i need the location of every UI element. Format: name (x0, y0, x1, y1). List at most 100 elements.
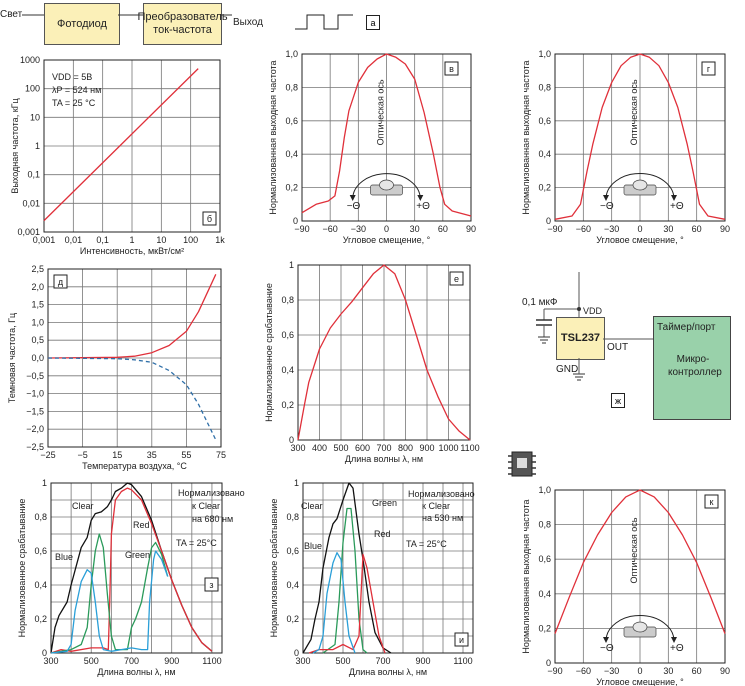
x-tick-label: 700 (375, 656, 390, 666)
x-tick-label: −30 (604, 666, 619, 676)
out-label: OUT (607, 342, 629, 353)
y-tick-label: 0,6 (538, 116, 551, 126)
y-axis-label: Нормализованная выходная частота (521, 60, 531, 214)
x-tick-label: −30 (604, 224, 619, 234)
y-tick-label: 0,8 (538, 82, 551, 92)
annotation: к Clear (422, 501, 450, 511)
chip-die-icon (517, 458, 527, 468)
timer-port-label: Таймер/порт (657, 322, 716, 333)
y-tick-label: 1,0 (538, 49, 551, 59)
y-axis-label: Нормализованное срабатывание (17, 499, 27, 638)
capacitor-label: 0,1 мкФ (522, 297, 558, 308)
temperature-note: TA = 25°C (406, 539, 447, 549)
x-tick-label: −25 (40, 450, 55, 460)
panel-letter-box (53, 274, 68, 289)
series-line-min (47, 357, 217, 441)
gnd-label: GND (556, 364, 579, 375)
panel-letter: б (207, 214, 212, 224)
y-tick-label: 0,4 (286, 580, 299, 590)
y-axis-label: Нормализованное срабатывание (264, 283, 274, 422)
panel-letter-box (449, 271, 464, 286)
series-line-clear (302, 482, 392, 654)
plus-theta-label: +Θ (416, 201, 430, 212)
plus-theta-label: +Θ (670, 643, 684, 654)
y-tick-label: 0,4 (281, 365, 294, 375)
panel-letter-a: а (366, 15, 380, 30)
annotation: на 530 нм (422, 513, 463, 523)
y-tick-label: 0,2 (34, 614, 47, 624)
minus-theta-label: −Θ (600, 201, 614, 212)
y-tick-label: −2,5 (26, 442, 44, 452)
x-tick-label: 90 (720, 666, 730, 676)
series-label-blue: Blue (55, 552, 73, 562)
panel-letter-box (202, 211, 217, 226)
y-tick-label: 0 (293, 216, 298, 226)
x-tick-label: −30 (351, 224, 366, 234)
y-tick-label: 0,4 (285, 149, 298, 159)
optical-axis-label: Оптическая ось (629, 79, 639, 145)
x-axis-label: Длина волны λ, нм (349, 667, 427, 677)
x-tick-label: 900 (415, 656, 430, 666)
y-tick-label: 0,2 (285, 183, 298, 193)
y-tick-label: −2,0 (26, 424, 44, 434)
panel-letter-box (454, 632, 469, 647)
y-tick-label: 0 (546, 658, 551, 668)
x-tick-label: 900 (419, 443, 434, 453)
y-tick-label: 0,8 (281, 295, 294, 305)
optical-axis-label: Оптическая ось (629, 517, 639, 583)
series-line-green (322, 507, 368, 654)
y-tick-label: 0,8 (34, 512, 47, 522)
x-tick-label: 60 (438, 224, 448, 234)
x-tick-label: 0,01 (65, 235, 83, 245)
x-tick-label: 90 (720, 224, 730, 234)
y-tick-label: −1,0 (26, 389, 44, 399)
x-tick-label: 300 (43, 656, 58, 666)
x-tick-label: 55 (181, 450, 191, 460)
x-tick-label: 500 (335, 656, 350, 666)
x-axis-label: Угловое смещение, ° (596, 677, 684, 686)
y-tick-label: −0,5 (26, 371, 44, 381)
panel-letter: з (209, 580, 213, 590)
panel-letter-box (204, 577, 219, 592)
x-tick-label: 90 (466, 224, 476, 234)
square-wave-icon (295, 14, 353, 30)
y-tick-label: 1,0 (538, 485, 551, 495)
panel-letter: д (58, 277, 64, 287)
y-tick-label: 0,6 (34, 546, 47, 556)
x-tick-label: 75 (216, 450, 226, 460)
optical-axis-label: Оптическая ось (376, 79, 386, 145)
y-tick-label: 0,4 (538, 149, 551, 159)
y-tick-label: 1 (42, 478, 47, 488)
series-line-red (308, 553, 386, 654)
series-label-blue: Blue (304, 541, 322, 551)
y-tick-label: 1 (289, 260, 294, 270)
x-tick-label: 1100 (453, 656, 472, 666)
x-tick-label: 500 (84, 656, 99, 666)
x-tick-label: −90 (294, 224, 309, 234)
x-tick-label: −60 (323, 224, 338, 234)
y-tick-label: 0 (289, 435, 294, 445)
y-tick-label: 0,2 (286, 614, 299, 624)
x-axis-label: Температура воздуха, °C (82, 461, 187, 471)
temperature-note: TA = 25°C (176, 538, 217, 548)
y-axis-label: Выходная частота, кГц (10, 98, 20, 193)
minus-theta-label: −Θ (600, 643, 614, 654)
plus-theta-label: +Θ (670, 201, 684, 212)
y-tick-label: 1,0 (285, 49, 298, 59)
x-tick-label: 60 (692, 224, 702, 234)
output-label: Выход (233, 17, 263, 28)
photodiode-block: Фотодиод (44, 3, 120, 45)
y-tick-label: 1,5 (31, 300, 44, 310)
x-tick-label: 35 (147, 450, 157, 460)
panel-letter: в (449, 64, 454, 74)
y-tick-label: 1 (294, 478, 299, 488)
panel-letter-zh: ж (611, 393, 625, 408)
series-line-blue (50, 550, 169, 654)
sensor-lens-icon (632, 621, 648, 633)
minus-theta-label: −Θ (347, 201, 361, 212)
x-tick-label: 30 (663, 666, 673, 676)
x-tick-label: 15 (112, 450, 122, 460)
x-tick-label: −5 (77, 450, 87, 460)
x-tick-label: 600 (355, 443, 370, 453)
annotation: Нормализовано (178, 488, 245, 498)
